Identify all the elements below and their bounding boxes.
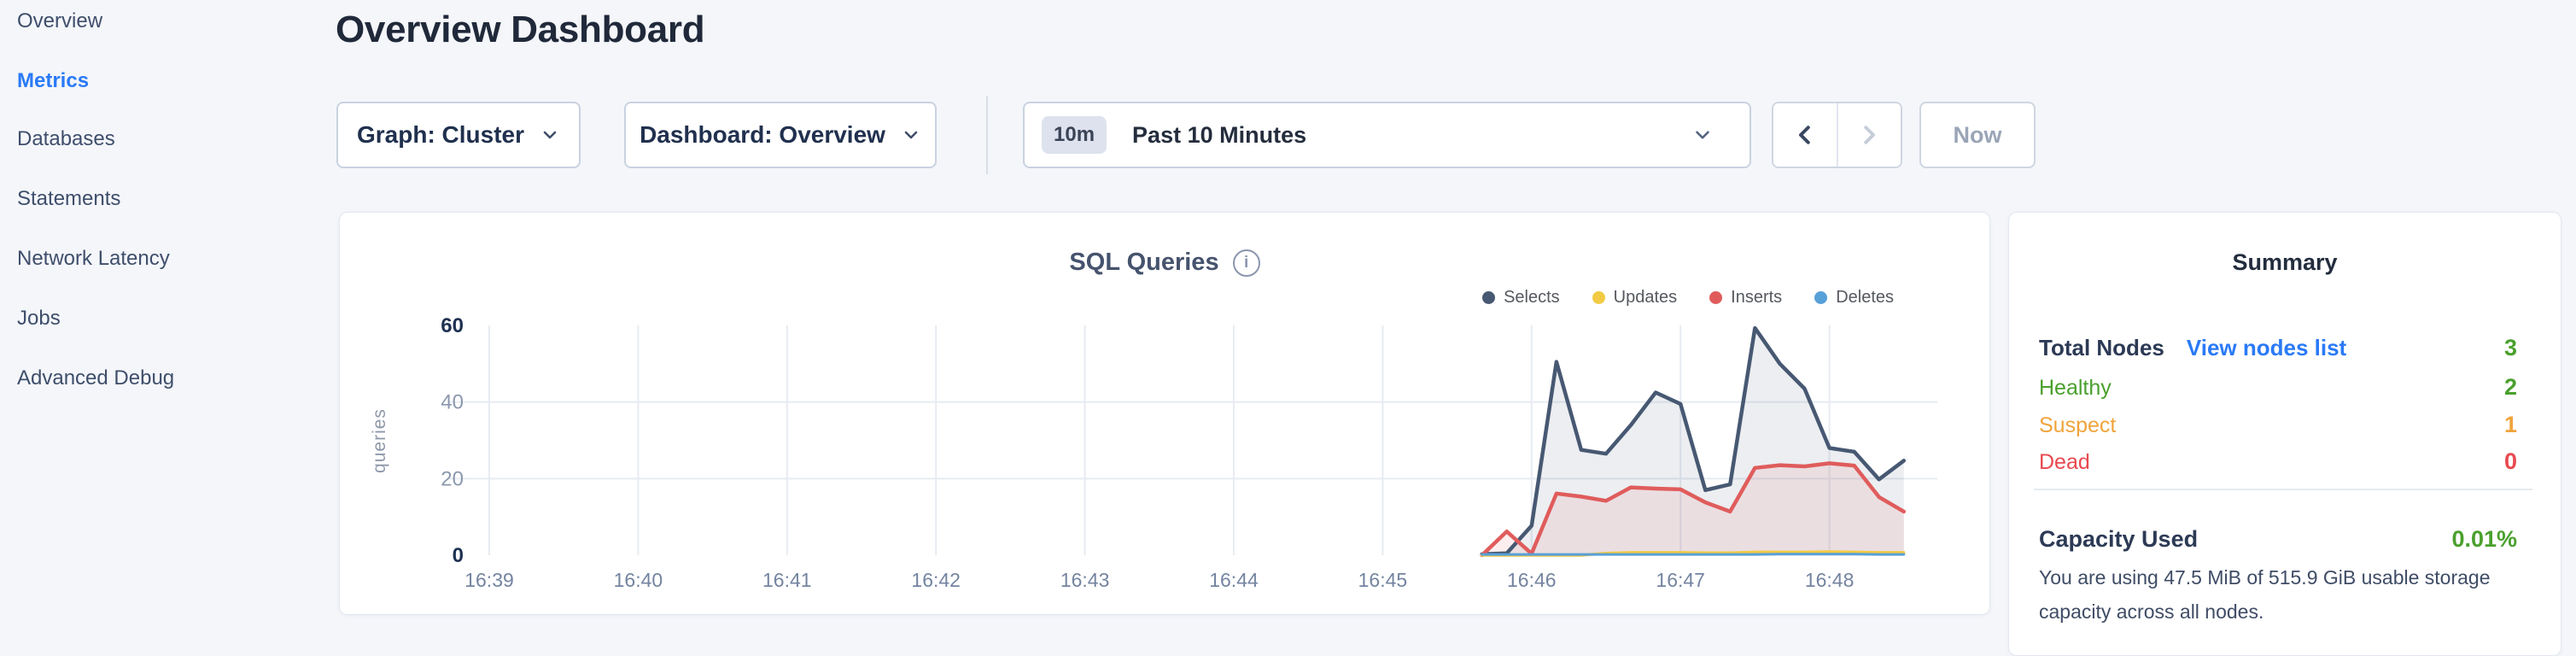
sql-queries-card: SQL Queries i Selects Updates Inserts Delet… [339, 212, 1990, 615]
sidebar-item-databases[interactable]: Databases [17, 127, 115, 150]
svg-text:16:45: 16:45 [1358, 569, 1408, 591]
toolbar-divider [986, 96, 988, 174]
next-time-button[interactable] [1836, 103, 1901, 167]
sidebar-item-metrics[interactable]: Metrics [17, 69, 90, 92]
chevron-left-icon [1798, 126, 1810, 144]
view-nodes-list-link[interactable]: View nodes list [2186, 335, 2347, 360]
sidebar: Overview Metrics Databases Statements Networ… [0, 0, 324, 624]
dead-label: Dead [2039, 450, 2090, 474]
dashboard-dropdown-label: Dashboard: Overview [640, 121, 885, 148]
sidebar-item-overview[interactable]: Overview [17, 9, 103, 32]
svg-text:40: 40 [441, 391, 464, 414]
svg-text:16:47: 16:47 [1656, 569, 1705, 591]
sidebar-item-network-latency[interactable]: Network Latency [17, 247, 170, 270]
svg-text:20: 20 [441, 467, 464, 490]
healthy-value: 2 [2503, 374, 2517, 400]
chevron-down-icon [904, 131, 918, 139]
svg-text:60: 60 [441, 314, 464, 337]
chevron-down-icon [1696, 131, 1709, 139]
sql-queries-plot[interactable]: 16:39 16:40 16:41 16:42 16:43 16:44 16:45 16:46… [340, 213, 1991, 616]
sidebar-item-statements[interactable]: Statements [17, 187, 121, 210]
sidebar-item-jobs[interactable]: Jobs [17, 307, 61, 330]
svg-text:16:44: 16:44 [1209, 569, 1259, 591]
now-button[interactable]: Now [1919, 102, 2036, 168]
legend-label: Deletes [1836, 288, 1894, 307]
info-icon[interactable]: i [1232, 249, 1260, 277]
chevron-down-icon [543, 131, 557, 139]
svg-text:16:40: 16:40 [614, 569, 663, 591]
capacity-used-row: Capacity Used 0.01% [2039, 526, 2517, 553]
chart-legend: Selects Updates Inserts Deletes [1482, 288, 1894, 308]
suspect-value: 1 [2503, 412, 2517, 437]
healthy-nodes-row: Healthy 2 [2039, 374, 2517, 401]
dead-value: 0 [2503, 448, 2517, 474]
svg-text:16:42: 16:42 [911, 569, 961, 591]
healthy-label: Healthy [2039, 376, 2112, 400]
chart-title: SQL Queries [1069, 249, 1219, 276]
legend-label: Selects [1504, 288, 1560, 307]
time-range-badge: 10m [1042, 116, 1107, 154]
summary-divider [2034, 489, 2532, 490]
svg-text:16:43: 16:43 [1060, 569, 1110, 591]
legend-item-deletes[interactable]: Deletes [1814, 288, 1894, 308]
svg-text:16:48: 16:48 [1805, 569, 1855, 591]
legend-item-updates[interactable]: Updates [1592, 288, 1678, 308]
time-step-buttons [1772, 102, 1902, 168]
legend-label: Updates [1613, 288, 1678, 307]
total-nodes-label: Total Nodes [2039, 335, 2164, 360]
legend-swatch-icon [1709, 291, 1723, 304]
time-range-label: Past 10 Minutes [1132, 121, 1307, 148]
svg-text:0: 0 [453, 544, 464, 567]
legend-item-selects[interactable]: Selects [1482, 288, 1560, 308]
svg-text:16:41: 16:41 [762, 569, 812, 591]
svg-text:16:46: 16:46 [1507, 569, 1557, 591]
legend-swatch-icon [1482, 291, 1496, 304]
legend-swatch-icon [1814, 291, 1828, 304]
suspect-label: Suspect [2039, 413, 2117, 437]
capacity-used-value: 0.01% [2451, 526, 2517, 552]
summary-card [2008, 212, 2561, 656]
total-nodes-row: Total Nodes View nodes list 3 [2039, 335, 2517, 361]
dashboard-dropdown[interactable]: Dashboard: Overview [624, 102, 937, 168]
sidebar-item-advanced-debug[interactable]: Advanced Debug [17, 366, 175, 390]
graph-dropdown-label: Graph: Cluster [356, 121, 525, 148]
capacity-used-label: Capacity Used [2039, 526, 2199, 552]
legend-label: Inserts [1731, 288, 1783, 307]
capacity-description: You are using 47.5 MiB of 515.9 GiB usab… [2039, 566, 2491, 623]
svg-text:queries: queries [370, 408, 389, 473]
svg-text:16:39: 16:39 [464, 569, 514, 591]
dead-nodes-row: Dead 0 [2039, 448, 2517, 475]
prev-time-button[interactable] [1773, 103, 1837, 167]
summary-title: Summary [2232, 249, 2338, 275]
time-range-dropdown[interactable]: 10m Past 10 Minutes [1023, 102, 1751, 168]
graph-dropdown[interactable]: Graph: Cluster [336, 102, 581, 168]
legend-swatch-icon [1592, 291, 1605, 304]
suspect-nodes-row: Suspect 1 [2039, 412, 2517, 438]
legend-item-inserts[interactable]: Inserts [1709, 288, 1782, 308]
page-title: Overview Dashboard [336, 9, 705, 50]
total-nodes-value: 3 [2503, 335, 2517, 360]
chevron-right-icon [1864, 126, 1876, 144]
